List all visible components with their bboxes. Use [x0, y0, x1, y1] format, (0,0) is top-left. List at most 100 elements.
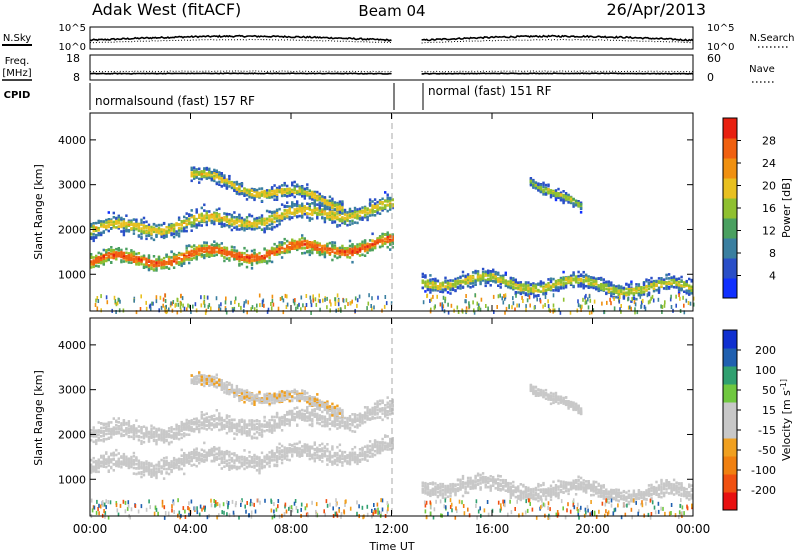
echo-cell	[90, 225, 93, 229]
echo-cell	[183, 452, 186, 455]
echo-cell	[381, 241, 384, 245]
echo-cell	[514, 282, 517, 285]
echo-cell	[363, 247, 367, 251]
echo-cell	[240, 223, 244, 227]
echo-cell	[363, 210, 367, 214]
echo-cell	[444, 280, 447, 284]
echo-cell	[341, 248, 344, 252]
echo-cell	[210, 175, 213, 179]
echo-cell	[492, 273, 495, 276]
echo-cell	[95, 468, 98, 472]
echo-cell	[454, 285, 457, 288]
echo-cell	[258, 458, 261, 461]
echo-cell	[203, 167, 206, 170]
echo-cell	[348, 220, 352, 223]
echo-cell	[210, 447, 213, 451]
echo-cell	[579, 206, 583, 210]
echo-cell	[669, 297, 672, 302]
echo-cell	[240, 221, 244, 224]
echo-cell	[431, 284, 435, 288]
echo-cell	[185, 249, 188, 253]
echo-cell	[532, 284, 535, 287]
echo-cell	[253, 464, 256, 468]
echo-cell	[657, 297, 660, 302]
echo-cell	[625, 291, 628, 294]
echo-cell	[592, 277, 595, 281]
echo-cell	[280, 217, 284, 220]
echo-cell	[286, 209, 289, 212]
echo-cell	[334, 302, 337, 306]
echo-cell	[389, 199, 392, 202]
echo-cell	[660, 278, 663, 281]
echo-cell	[606, 300, 608, 305]
echo-cell	[183, 254, 186, 258]
echo-cell	[534, 185, 538, 188]
echo-cell	[140, 475, 143, 479]
echo-cell	[630, 290, 633, 293]
echo-cell	[223, 184, 226, 187]
echo-cell	[245, 265, 249, 269]
echo-cell	[256, 303, 258, 308]
echo-cell	[358, 254, 362, 257]
echo-cell	[157, 467, 161, 470]
echo-cell	[275, 253, 279, 256]
echo-cell	[547, 284, 550, 288]
echo-cell	[195, 452, 198, 456]
echo-cell	[549, 191, 553, 195]
echo-cell	[95, 221, 98, 225]
echo-cell	[363, 206, 367, 210]
echo-cell	[632, 293, 636, 297]
echo-cell	[215, 458, 218, 461]
echo-cell	[477, 307, 479, 311]
echo-cell	[223, 460, 226, 463]
echo-cell	[675, 278, 678, 281]
echo-cell	[620, 289, 623, 293]
echo-cell	[117, 254, 120, 257]
echo-cell	[157, 228, 161, 231]
echo-cell	[474, 271, 477, 275]
echo-cell	[542, 285, 545, 289]
echo-cell	[223, 215, 226, 219]
echo-cell	[95, 462, 98, 465]
echo-cell	[592, 280, 595, 283]
echo-cell	[368, 247, 372, 250]
colorbar-segment	[723, 178, 737, 199]
echo-cell	[230, 219, 234, 223]
echo-cell	[557, 281, 560, 285]
echo-cell	[670, 277, 673, 280]
echo-cell	[193, 215, 196, 218]
echo-cell	[502, 280, 505, 284]
echo-cell	[230, 182, 234, 185]
echo-cell	[185, 455, 188, 459]
echo-cell	[190, 221, 193, 224]
echo-cell	[223, 256, 226, 259]
echo-cell	[245, 198, 249, 201]
echo-cell	[203, 219, 206, 223]
echo-cell	[508, 304, 510, 309]
echo-cell	[683, 310, 686, 315]
echo-cell	[218, 176, 221, 179]
echo-cell	[361, 253, 364, 257]
echo-cell	[152, 255, 156, 258]
echo-cell	[378, 202, 382, 205]
echo-cell	[132, 254, 136, 258]
echo-cell	[147, 260, 151, 263]
echo-cell	[677, 291, 681, 295]
echo-cell	[548, 307, 550, 312]
echo-cell	[215, 215, 218, 218]
echo-cell	[193, 452, 196, 456]
freq-trace	[89, 72, 694, 75]
echo-cell	[489, 273, 492, 276]
echo-cell	[230, 215, 234, 218]
echo-cell	[660, 285, 663, 288]
echo-cell	[248, 463, 251, 467]
echo-cell	[461, 286, 465, 289]
echo-cell	[373, 305, 375, 310]
echo-cell	[311, 191, 314, 194]
echo-cell	[635, 289, 638, 293]
echo-cell	[303, 239, 306, 243]
echo-cell	[177, 232, 181, 235]
echo-cell	[198, 249, 201, 252]
echo-cell	[105, 295, 108, 300]
echo-cell	[386, 199, 389, 202]
